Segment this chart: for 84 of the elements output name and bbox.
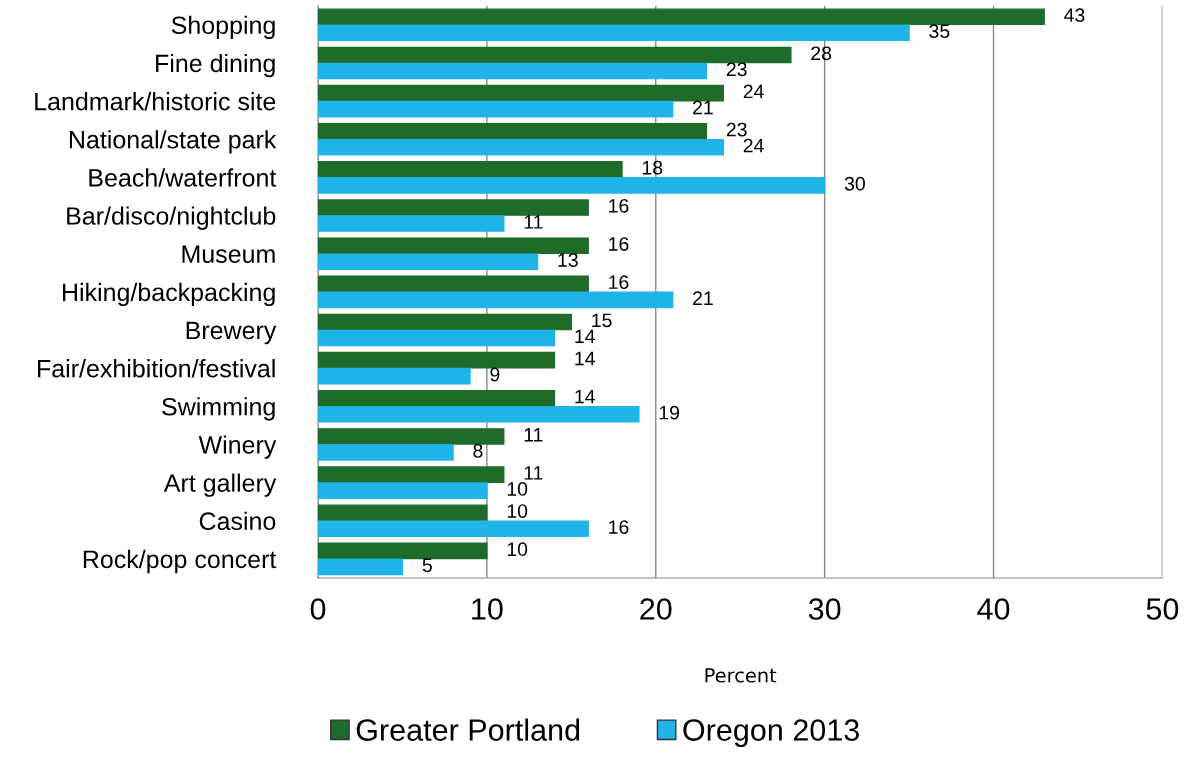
bar <box>318 389 556 407</box>
bar <box>318 161 623 178</box>
bar <box>318 428 505 445</box>
y-tick-label: Winery <box>198 435 277 459</box>
data-label: 23 <box>726 62 747 77</box>
bar <box>318 558 404 576</box>
bar <box>318 62 708 80</box>
data-label: 16 <box>609 275 629 290</box>
data-label: 19 <box>659 405 680 420</box>
bar <box>318 351 556 369</box>
x-tick-label: 10 <box>472 598 503 620</box>
data-label: 8 <box>473 443 483 458</box>
legend-label: Oregon 2013 <box>683 719 859 747</box>
bar <box>318 482 488 499</box>
data-label: 16 <box>609 520 629 534</box>
x-tick-label: 40 <box>977 598 1010 620</box>
bar <box>318 313 573 331</box>
data-label: 11 <box>524 428 543 442</box>
y-tick-label: Fine dining <box>156 53 275 78</box>
y-tick-label: National/state park <box>69 130 277 154</box>
y-tick-label: Museum <box>182 245 275 263</box>
data-label: 21 <box>693 291 713 305</box>
data-label: 16 <box>609 198 629 213</box>
data-label: 13 <box>558 253 578 267</box>
y-tick-label: Casino <box>199 511 276 531</box>
bar <box>318 520 589 538</box>
bar <box>318 466 505 483</box>
bar <box>318 291 674 309</box>
y-tick-label: Landmark/historic site <box>35 92 276 111</box>
bar <box>318 177 826 194</box>
x-tick-label: 0 <box>310 598 326 620</box>
x-tick-label: 50 <box>1146 598 1179 620</box>
bar <box>318 253 539 271</box>
bar <box>318 237 589 254</box>
bar <box>318 24 910 42</box>
data-label: 35 <box>929 24 950 39</box>
y-tick-label: Art gallery <box>163 473 277 497</box>
bar <box>318 406 640 423</box>
bar <box>318 100 674 118</box>
data-label: 30 <box>844 176 865 191</box>
data-label: 10 <box>507 482 528 496</box>
bar <box>318 504 488 522</box>
legend-label: Greater Portland <box>356 718 580 741</box>
y-tick-label: Hiking/backpacking <box>63 282 275 307</box>
bar <box>318 367 471 385</box>
data-label: 23 <box>726 122 747 137</box>
y-tick-label: Beach/waterfront <box>89 168 277 187</box>
data-label: 11 <box>524 466 543 480</box>
bar <box>318 199 589 216</box>
y-tick-label: Rock/pop concert <box>83 549 277 574</box>
bar <box>318 122 708 140</box>
x-tick-label: 30 <box>808 598 841 620</box>
data-label: 43 <box>1064 8 1085 23</box>
bar <box>318 275 589 293</box>
y-tick-label: Bar/disco/nightclub <box>67 206 276 230</box>
bar <box>318 542 488 560</box>
bar <box>318 444 454 461</box>
bar <box>318 138 725 156</box>
bar <box>318 84 725 102</box>
data-label: 16 <box>609 237 629 251</box>
data-label: 15 <box>592 313 612 328</box>
bar <box>318 46 792 64</box>
bar <box>318 8 1045 26</box>
data-label: 9 <box>490 367 500 382</box>
data-label: 24 <box>743 84 764 99</box>
data-label: 21 <box>693 100 713 115</box>
data-label: 10 <box>507 542 528 557</box>
y-tick-label: Brewery <box>186 321 277 345</box>
data-label: 18 <box>642 160 663 175</box>
data-label: 14 <box>575 389 595 404</box>
data-label: 24 <box>743 138 764 153</box>
data-label: 14 <box>575 351 595 366</box>
data-label: 5 <box>422 558 432 573</box>
data-label: 14 <box>575 329 595 344</box>
y-tick-label: Swimming <box>162 397 275 421</box>
x-tick-label: 20 <box>640 598 672 620</box>
data-label: 10 <box>507 504 528 518</box>
bar <box>318 329 556 347</box>
data-label: 11 <box>524 215 543 229</box>
data-label: 28 <box>811 46 832 61</box>
bar <box>318 215 505 232</box>
y-tick-label: Fair/exhibition/festival <box>38 359 275 378</box>
x-axis-title: Percent <box>705 668 777 683</box>
y-tick-label: Shopping <box>171 15 275 40</box>
